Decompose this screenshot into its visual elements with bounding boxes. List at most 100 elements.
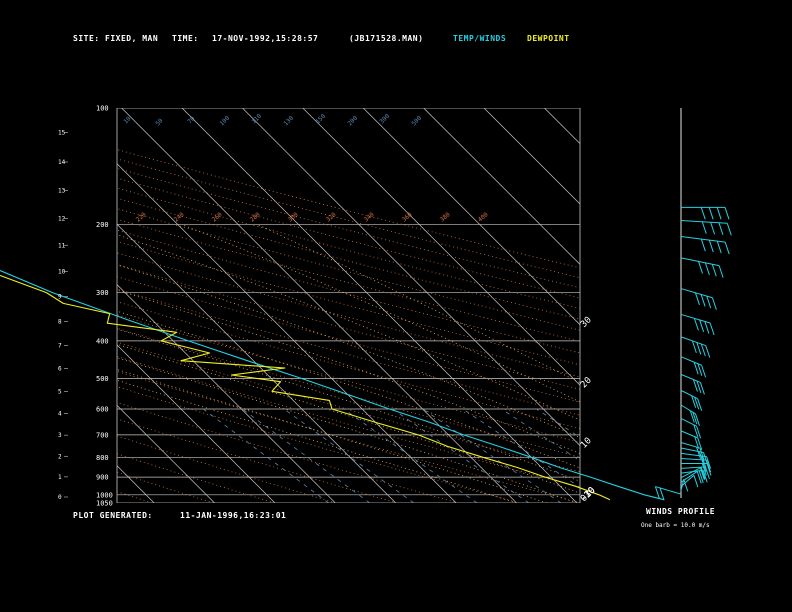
wind-barb-flag <box>694 436 700 449</box>
wind-barb-shaft <box>655 486 682 495</box>
wind-barb-flag <box>693 475 699 488</box>
dry-adiabat-line <box>117 229 580 354</box>
wind-barb-flag <box>700 343 706 357</box>
theta-label: 320 <box>325 211 338 224</box>
wind-barb-flag <box>699 382 705 395</box>
isotherm-line <box>423 108 580 265</box>
wind-barb-flag <box>698 470 704 483</box>
wind-barb-flag <box>694 292 700 305</box>
mixing-ratio-label: 500 <box>410 115 423 128</box>
dry-adiabat-line <box>117 264 580 390</box>
wind-barb-shaft <box>680 219 728 224</box>
mixing-ratio-label: 200 <box>346 115 359 128</box>
pressure-tick-label: 1050 <box>96 500 113 508</box>
isotherm-line <box>483 108 580 205</box>
wind-barb-flag <box>697 398 703 411</box>
wind-barb-flag <box>710 222 716 235</box>
wind-barb-flag <box>701 365 707 378</box>
wind-barb-flag <box>693 361 699 375</box>
pressure-tick-label: 400 <box>96 337 109 345</box>
mixing-ratio-label: 100 <box>218 115 231 128</box>
wind-barb-flag <box>704 321 710 334</box>
wind-barb-shaft <box>680 471 698 483</box>
winds-profile-title: WINDS PROFILE <box>646 507 716 516</box>
site-value: FIXED, MAN <box>105 34 159 43</box>
wind-barb-flag <box>704 262 710 276</box>
theta-label: 220 <box>135 211 148 224</box>
dry-adiabat-line <box>117 149 580 269</box>
diagram-grid <box>116 108 581 503</box>
height-tick-label: 2 <box>58 453 62 460</box>
wind-barb-flag <box>692 379 698 392</box>
wind-barb-flag <box>711 264 717 277</box>
mixing-ratio-label: 70 <box>186 115 196 125</box>
height-tick-label: 8 <box>58 318 62 325</box>
dry-adiabat-line <box>117 177 580 299</box>
theta-label: 400 <box>477 211 490 224</box>
dry-adiabat-line <box>117 158 580 279</box>
wind-barb-flag <box>708 239 714 253</box>
theta-label: 300 <box>287 211 300 224</box>
wind-barb-flag <box>718 222 724 235</box>
mixing-ratio-line <box>343 408 478 503</box>
wind-barb-flag <box>708 207 714 220</box>
dry-adiabat-line <box>117 402 459 503</box>
wind-barb-flag <box>703 452 708 465</box>
wind-barb-flag <box>696 446 702 460</box>
wind-barb-flag <box>697 363 703 376</box>
isotherm-line <box>117 465 155 503</box>
wind-barb-flag <box>716 240 722 254</box>
mixing-ratio-line <box>203 408 329 503</box>
wind-barb-shaft <box>680 356 702 366</box>
wind-barb-flag <box>706 459 712 473</box>
mixing-ratio-line <box>392 408 530 503</box>
dry-adiabat-line <box>117 240 580 366</box>
legend-temp-winds: TEMP/WINDS <box>453 34 507 43</box>
wind-barb-flag <box>697 437 703 451</box>
pressure-tick-label: 1000 <box>96 491 113 499</box>
height-tick-label: 12 <box>58 215 66 222</box>
wind-barb-flag <box>709 322 715 336</box>
wind-barb-flag <box>716 207 722 220</box>
dry-adiabat-line <box>117 356 580 488</box>
wind-barb-flag <box>701 221 707 234</box>
plot-generated-label: PLOT GENERATED: <box>73 511 153 520</box>
clipped-grid <box>117 108 580 503</box>
mixing-ratio-label: 150 <box>314 113 327 126</box>
wind-barb-flag <box>724 241 730 255</box>
wind-barb-shaft <box>680 474 695 487</box>
time-value: 17-NOV-1992,15:28:57 <box>212 34 319 43</box>
wind-barb-flag <box>691 340 697 354</box>
wind-barb-flag <box>691 395 697 408</box>
dry-adiabat-line <box>117 197 580 320</box>
mixing-ratio-label: 300 <box>378 113 391 126</box>
wind-barb-flag <box>696 380 702 394</box>
legend-dewpoint: DEWPOINT <box>527 34 570 43</box>
height-tick-label: 10 <box>58 268 66 275</box>
wind-barb-shaft <box>680 235 726 243</box>
wind-barb-flag <box>693 424 699 437</box>
wind-barb-flag <box>706 456 712 469</box>
winds-profile-panel <box>654 108 732 501</box>
height-tick-label: 15 <box>58 129 66 136</box>
dry-adiabat-line <box>117 435 337 503</box>
time-label: TIME: <box>172 34 199 43</box>
pressure-tick-label: 200 <box>96 221 109 229</box>
isotherm-line <box>121 108 517 503</box>
dry-adiabat-line <box>117 276 580 403</box>
right-temp-tick-label: 30 <box>579 315 594 330</box>
dry-adiabat-line <box>117 327 580 458</box>
height-tick-label: 3 <box>58 432 62 439</box>
pressure-tick-label: 300 <box>96 289 109 297</box>
pressure-tick-label: 600 <box>96 405 109 413</box>
moist-adiabat-line <box>117 369 547 503</box>
isotherm-line <box>117 284 336 503</box>
wind-barb-shaft <box>680 467 701 479</box>
moist-adiabat-line <box>257 224 580 384</box>
wind-barb-flag <box>696 471 702 484</box>
theta-label: 280 <box>249 211 262 224</box>
mixing-ratio-label: 50 <box>154 117 164 127</box>
height-tick-label: 13 <box>58 188 66 195</box>
isotherm-line <box>242 108 580 447</box>
isotherm-line <box>362 108 580 326</box>
